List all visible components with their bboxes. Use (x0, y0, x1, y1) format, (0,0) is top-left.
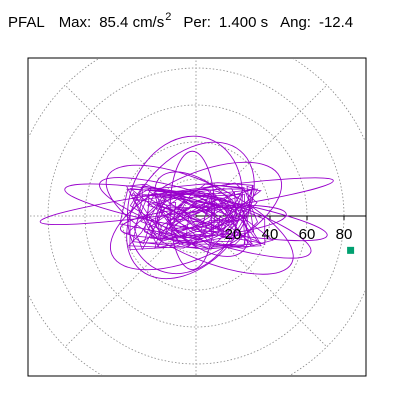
station-code: PFAL (8, 14, 45, 31)
max-value: 85.4 cm/s (99, 14, 165, 31)
angle-value: -12.4 (318, 14, 354, 31)
angle-label: Ang: (280, 14, 311, 31)
radial-tick-label: 40 (262, 226, 279, 243)
grid-spoke (64, 215, 197, 348)
grid-spoke (64, 84, 197, 217)
orbit-loop (39, 177, 334, 225)
orbit-loop (64, 183, 328, 242)
radial-tick-labels: 20 40 60 80 (225, 226, 353, 243)
grid-spoke (195, 215, 328, 348)
peak-marker (347, 246, 355, 254)
max-label: Max: (58, 14, 92, 31)
radial-tick-label: 20 (225, 226, 242, 243)
peak-marker-group (347, 246, 355, 254)
period-value: 1.400 s (218, 14, 269, 31)
radial-tick-label: 80 (336, 226, 353, 243)
orbit-trace (39, 135, 334, 280)
period-label: Per: (183, 14, 211, 31)
plot-header: PFAL Max: 85.4 cm/s2 Per: 1.400 s Ang: -12.4 (8, 11, 396, 40)
grid-spoke (195, 84, 328, 217)
orbit-loop (120, 204, 287, 239)
orbit-scribble (119, 182, 274, 251)
orbit-loop (109, 161, 283, 271)
max-unit-exponent: 2 (165, 11, 172, 23)
radial-tick-label: 60 (299, 226, 316, 243)
